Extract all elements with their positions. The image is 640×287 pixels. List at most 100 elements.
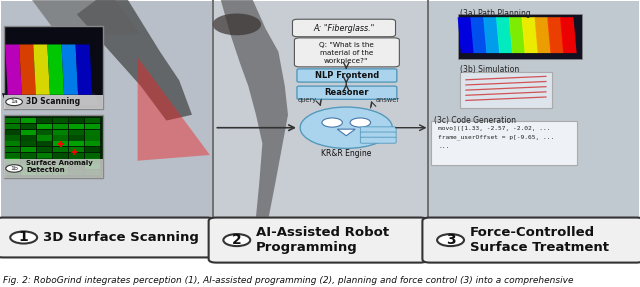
Polygon shape [33,44,50,95]
FancyBboxPatch shape [53,164,68,169]
FancyBboxPatch shape [1,1,212,217]
Text: KR&R Engine: KR&R Engine [321,149,371,158]
FancyBboxPatch shape [37,130,52,135]
Text: Surface Anomaly
Detection: Surface Anomaly Detection [26,160,93,173]
Polygon shape [496,17,513,53]
Text: Reasoner: Reasoner [324,88,369,97]
FancyBboxPatch shape [37,141,52,146]
FancyBboxPatch shape [37,124,52,129]
Text: 3D Scanning: 3D Scanning [26,97,81,106]
Polygon shape [337,129,355,136]
Circle shape [300,107,392,148]
FancyBboxPatch shape [85,135,100,141]
Text: 3D Surface Scanning: 3D Surface Scanning [43,231,199,244]
FancyBboxPatch shape [53,141,68,146]
FancyBboxPatch shape [5,158,20,164]
FancyBboxPatch shape [5,153,20,158]
FancyBboxPatch shape [53,147,68,152]
FancyBboxPatch shape [69,118,84,123]
FancyBboxPatch shape [85,153,100,158]
FancyBboxPatch shape [53,118,68,123]
FancyBboxPatch shape [53,135,68,141]
FancyBboxPatch shape [85,170,100,175]
FancyBboxPatch shape [5,147,20,152]
Polygon shape [32,0,141,34]
FancyBboxPatch shape [53,124,68,129]
FancyBboxPatch shape [0,218,214,257]
Text: 2: 2 [232,233,242,247]
FancyBboxPatch shape [21,164,36,169]
Polygon shape [61,44,78,95]
FancyBboxPatch shape [21,141,36,146]
FancyBboxPatch shape [5,170,20,175]
FancyBboxPatch shape [5,124,20,129]
Polygon shape [522,17,538,53]
Text: (3c) Code Generation: (3c) Code Generation [434,116,516,125]
FancyBboxPatch shape [69,164,84,169]
Polygon shape [5,44,22,95]
FancyBboxPatch shape [360,127,396,133]
Circle shape [6,165,22,172]
Text: 1: 1 [19,230,29,245]
Text: ...: ... [438,144,450,148]
Text: 3: 3 [445,233,456,247]
FancyBboxPatch shape [85,124,100,129]
FancyBboxPatch shape [21,170,36,175]
Polygon shape [458,17,474,53]
Circle shape [10,231,37,243]
FancyBboxPatch shape [69,141,84,146]
FancyBboxPatch shape [4,115,103,178]
Text: frame_userOffset = p[-9.65, ...: frame_userOffset = p[-9.65, ... [438,135,555,141]
FancyBboxPatch shape [69,147,84,152]
FancyBboxPatch shape [297,69,397,82]
Polygon shape [547,17,564,53]
Polygon shape [560,17,577,53]
FancyBboxPatch shape [85,130,100,135]
FancyBboxPatch shape [422,218,640,263]
Polygon shape [470,17,487,53]
FancyBboxPatch shape [297,86,397,99]
FancyBboxPatch shape [85,158,100,164]
FancyBboxPatch shape [360,137,396,143]
Polygon shape [76,44,92,95]
FancyBboxPatch shape [69,124,84,129]
FancyBboxPatch shape [4,26,103,109]
FancyBboxPatch shape [37,118,52,123]
Text: movo]([1.33, -2.57, -2.02, ...: movo]([1.33, -2.57, -2.02, ... [438,126,551,131]
Polygon shape [77,0,192,121]
Circle shape [6,98,22,106]
FancyBboxPatch shape [85,147,100,152]
Text: Q: "What is the
material of the
workpiece?": Q: "What is the material of the workpiec… [319,42,374,63]
Text: (3a) Path Planning: (3a) Path Planning [460,9,531,18]
FancyBboxPatch shape [53,158,68,164]
FancyBboxPatch shape [294,38,399,67]
Text: A: "Fiberglass.": A: "Fiberglass." [313,24,374,33]
FancyBboxPatch shape [429,1,639,217]
FancyBboxPatch shape [431,121,577,165]
Circle shape [223,234,250,246]
Text: NLP Frontend: NLP Frontend [315,71,379,80]
FancyBboxPatch shape [5,164,20,169]
Text: 1a: 1a [10,99,18,104]
FancyBboxPatch shape [460,72,552,108]
FancyBboxPatch shape [69,170,84,175]
FancyBboxPatch shape [21,153,36,158]
FancyBboxPatch shape [85,164,100,169]
Text: (3b) Simulation: (3b) Simulation [460,65,519,73]
FancyBboxPatch shape [37,164,52,169]
FancyBboxPatch shape [4,95,103,109]
FancyBboxPatch shape [292,19,396,37]
FancyBboxPatch shape [209,218,428,263]
FancyBboxPatch shape [53,130,68,135]
Polygon shape [221,0,288,217]
FancyBboxPatch shape [37,147,52,152]
Text: answer: answer [376,98,400,103]
Polygon shape [483,17,500,53]
Polygon shape [19,44,36,95]
Text: Force-Controlled
Surface Treatment: Force-Controlled Surface Treatment [470,226,609,254]
FancyBboxPatch shape [21,130,36,135]
FancyBboxPatch shape [69,135,84,141]
Polygon shape [47,44,64,95]
Text: query: query [298,98,317,103]
FancyBboxPatch shape [5,118,20,123]
